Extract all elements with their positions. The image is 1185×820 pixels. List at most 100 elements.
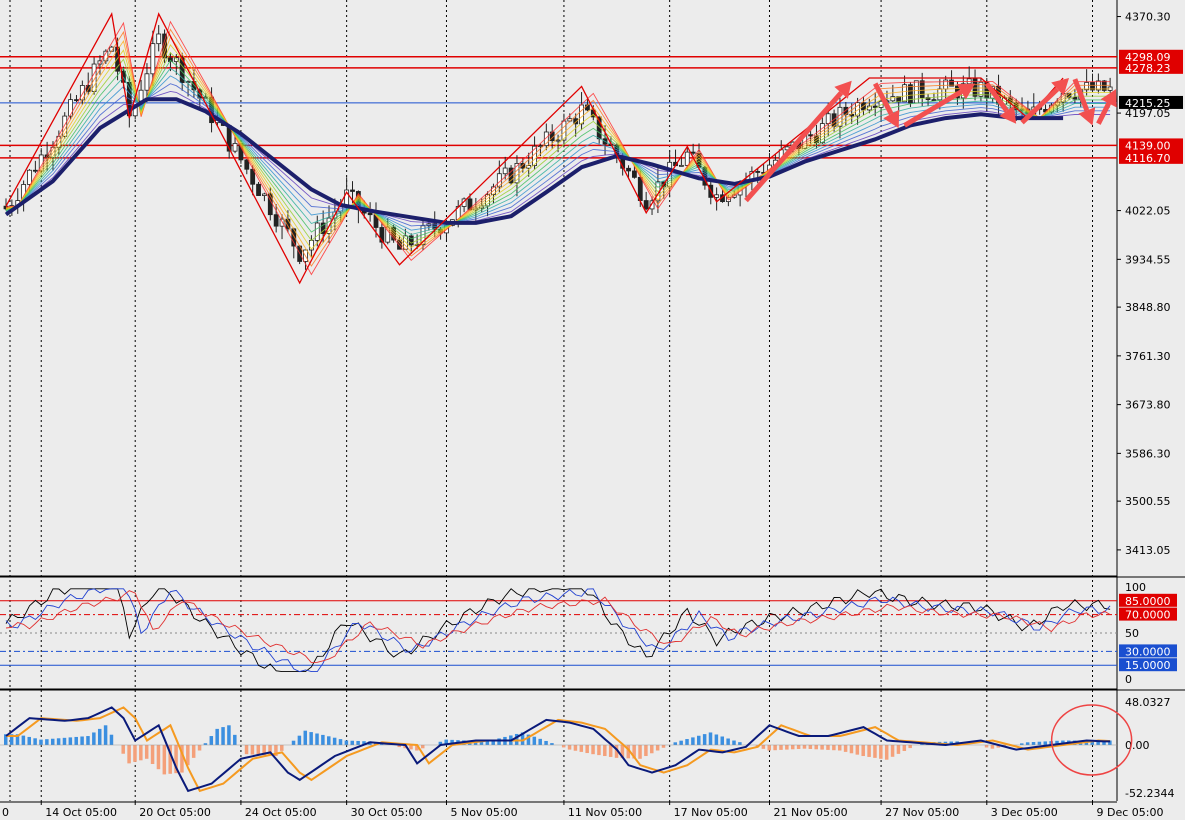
candle[interactable] [173, 57, 179, 62]
candle[interactable] [543, 131, 549, 146]
candle[interactable] [855, 102, 860, 117]
macd-bar [27, 736, 31, 745]
macd-bar [779, 745, 783, 750]
candle[interactable] [262, 193, 267, 196]
candle[interactable] [156, 33, 162, 45]
macd-bar [321, 734, 325, 745]
level-tag-label: 4215.25 [1125, 97, 1171, 110]
candle[interactable] [649, 200, 655, 210]
macd-bar [150, 745, 155, 764]
macd-bar [773, 745, 777, 751]
ribbon-ma [5, 67, 1111, 235]
candle[interactable] [320, 222, 326, 234]
macd-bar [567, 745, 572, 750]
macd-bar [544, 740, 548, 745]
macd-bar [127, 745, 131, 764]
macd-bar [332, 737, 337, 745]
candle[interactable] [314, 222, 320, 241]
macd-bar [133, 745, 137, 762]
candle[interactable] [538, 145, 543, 147]
candle[interactable] [714, 194, 720, 198]
macd-bar [197, 745, 202, 751]
candle[interactable] [520, 163, 526, 169]
candle[interactable] [573, 118, 579, 125]
candle[interactable] [913, 80, 919, 104]
candle[interactable] [244, 159, 250, 170]
macd-bar [732, 740, 736, 745]
candle[interactable] [502, 167, 508, 175]
candle[interactable] [1072, 96, 1078, 100]
candle[interactable] [27, 169, 32, 185]
x-tick-label: 21 Nov 05:00 [773, 806, 847, 819]
candle[interactable] [937, 88, 943, 101]
macd-bar [832, 745, 836, 751]
candle[interactable] [150, 43, 156, 75]
candle[interactable] [972, 78, 978, 97]
candle[interactable] [408, 235, 414, 246]
candle[interactable] [85, 85, 91, 92]
candle[interactable] [555, 139, 561, 142]
macd-bar [685, 739, 689, 745]
candle[interactable] [890, 96, 896, 102]
candle[interactable] [626, 167, 631, 172]
candle[interactable] [279, 218, 285, 227]
macd-bar [268, 745, 272, 756]
candle[interactable] [978, 81, 984, 97]
candle[interactable] [74, 99, 79, 102]
candle[interactable] [579, 104, 584, 125]
candle[interactable] [379, 227, 385, 243]
macd-bar [497, 738, 501, 745]
macd-bar [420, 745, 425, 749]
macd-bar [50, 738, 55, 745]
arrow-head [834, 80, 852, 99]
macd-bar [808, 745, 813, 749]
macd-bar [884, 745, 889, 760]
candle[interactable] [902, 84, 907, 103]
candle[interactable] [931, 99, 937, 102]
x-tick-label: 0 [2, 806, 9, 819]
candle[interactable] [949, 79, 954, 87]
macd-bar [409, 745, 413, 750]
candle[interactable] [755, 171, 761, 173]
candle[interactable] [908, 84, 913, 104]
candle[interactable] [32, 169, 38, 172]
candle[interactable] [168, 57, 173, 62]
macd-bar [984, 745, 989, 748]
candle[interactable] [819, 123, 825, 144]
macd-bar [691, 737, 695, 745]
arrow-shaft [1096, 102, 1111, 125]
candle[interactable] [632, 170, 637, 178]
oscillator-levels [0, 600, 1117, 666]
candle[interactable] [367, 212, 373, 216]
candle[interactable] [678, 164, 684, 167]
candle[interactable] [232, 143, 238, 152]
macd-bar [650, 745, 654, 754]
candle[interactable] [144, 73, 150, 91]
osc-level-tag [1119, 644, 1177, 658]
candle[interactable] [919, 80, 925, 98]
candle[interactable] [684, 151, 690, 166]
macd-bar [673, 742, 678, 745]
candle[interactable] [1090, 82, 1095, 91]
candle[interactable] [138, 89, 144, 102]
macd-bar [103, 725, 108, 745]
candle[interactable] [273, 214, 279, 227]
macd-bar [92, 732, 96, 745]
candle[interactable] [256, 183, 261, 196]
candle[interactable] [825, 113, 831, 124]
candle[interactable] [350, 189, 355, 192]
price-axis: 4370.30 4197.05 4022.05 3934.55 3848.80 3761.… [1117, 11, 1183, 557]
macd-bar [949, 741, 954, 745]
candle[interactable] [690, 151, 696, 154]
candle[interactable] [68, 99, 74, 117]
osc-level-tag-label: 70.0000 [1125, 609, 1171, 622]
macd-bar [1037, 741, 1042, 745]
macd-bar [632, 745, 636, 759]
candle[interactable] [1084, 82, 1090, 91]
candle[interactable] [643, 200, 649, 210]
macd-bar [661, 745, 666, 748]
macd-bar [1043, 741, 1048, 745]
macd-bar [403, 745, 407, 749]
